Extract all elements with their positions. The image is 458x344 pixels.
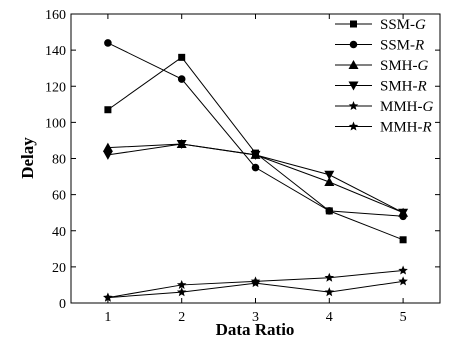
legend-marker-mmh-g [348,101,359,111]
data-point-mmh-r [103,292,113,302]
data-point-ssm-g [178,53,186,61]
legend-prefix: MMH- [380,120,423,136]
y-tick-label: 80 [52,153,66,168]
x-tick-label: 2 [178,310,185,325]
data-point-mmh-r [324,287,335,297]
y-axis-label: Delay [18,137,37,179]
data-point-smh-r [324,170,335,180]
series-markers [102,39,409,302]
legend-marker-smh-g [348,60,359,69]
x-tick-label: 1 [104,310,111,325]
legend-prefix: MMH- [380,99,423,115]
legend-label-ssm-g: SSM-G [380,17,426,33]
y-tick-label: 20 [52,261,66,276]
legend-marker-ssm-g [350,20,357,28]
legend-suffix: G [423,99,434,115]
data-point-smh-r [176,140,187,150]
legend-label-mmh-g: MMH-G [380,99,434,115]
data-point-smh-r [102,150,113,160]
legend-suffix: R [422,120,432,136]
legend-label-smh-r: SMH-R [380,79,427,95]
y-tick-label: 100 [45,116,66,131]
legend-prefix: SSM- [380,38,415,54]
x-tick-label: 5 [400,310,407,325]
data-point-mmh-g [324,272,335,282]
data-point-mmh-r [250,278,261,288]
legend-suffix: R [417,79,427,95]
y-tick-label: 140 [45,44,66,59]
data-point-mmh-r [176,287,187,297]
data-point-smh-g [102,142,113,152]
data-point-ssm-g [399,236,407,244]
data-point-ssm-r [104,39,112,47]
data-point-smh-r [398,208,409,218]
legend-marker-mmh-r [348,121,359,131]
y-tick-label: 120 [45,80,66,95]
data-point-mmh-r [398,276,408,286]
legend-marker-ssm-r [349,40,358,49]
legend-suffix: R [414,38,424,54]
data-point-ssm-r [251,163,260,172]
legend-label-mmh-r: MMH-R [380,120,432,136]
legend-suffix: G [418,58,429,74]
legend-prefix: SMH- [380,79,418,95]
x-tick-label: 3 [252,310,259,325]
legend-marker-smh-r [348,81,359,91]
data-point-mmh-g [398,265,408,275]
legend-label-smh-g: SMH-G [380,58,429,74]
data-point-smh-g [324,176,335,186]
y-tick-label: 0 [59,297,66,312]
y-tick-label: 40 [52,225,66,240]
legend-suffix: G [415,17,426,33]
legend-prefix: SSM- [380,17,415,33]
legend-prefix: SMH- [380,58,418,74]
x-tick-label: 4 [326,310,333,325]
y-tick-label: 160 [45,8,66,23]
legend-label-ssm-r: SSM-R [380,38,424,54]
data-point-ssm-r [177,75,186,83]
data-point-smh-r [250,150,261,160]
x-axis-label: Data Ratio [216,320,295,339]
axis-ticks: 1 2 3 4 5 0 20 40 60 80 100 120 140 160 [45,8,440,325]
data-point-ssm-g [104,106,112,114]
y-tick-label: 60 [52,189,66,204]
data-point-ssm-r [325,207,334,215]
data-point-mmh-g [176,279,187,289]
